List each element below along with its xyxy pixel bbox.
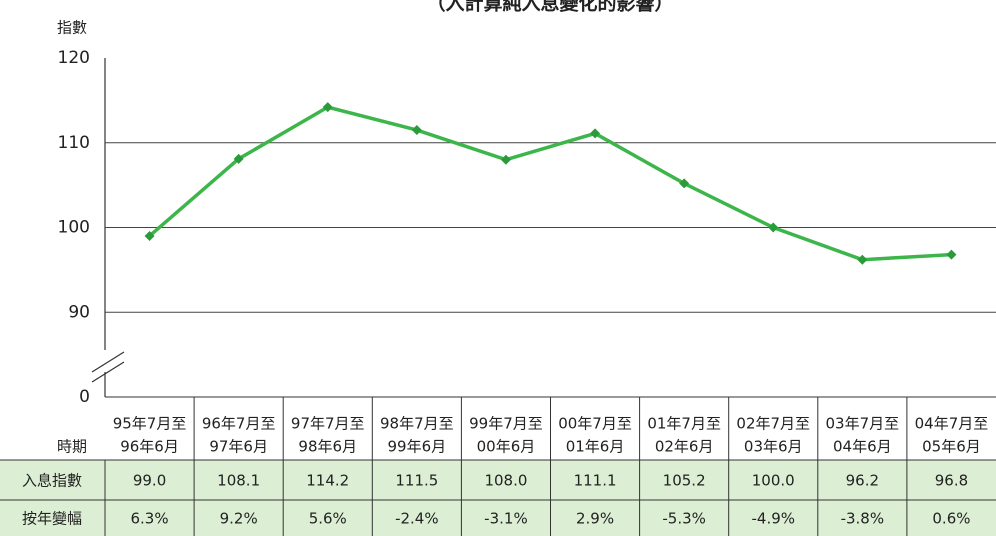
marker — [411, 125, 422, 136]
change-label: 0.6% — [932, 510, 970, 528]
row-header: 時期 — [57, 438, 87, 456]
change-label: 6.3% — [130, 510, 168, 528]
category-label: 04年6月 — [833, 438, 892, 456]
marker — [233, 153, 244, 164]
change-label: -3.1% — [484, 510, 528, 528]
category-label: 01年6月 — [566, 438, 625, 456]
marker — [679, 178, 690, 189]
marker — [322, 102, 333, 113]
change-label: -4.9% — [751, 510, 795, 528]
chart-title: （入計算純入息變化的影響） — [426, 0, 673, 15]
category-label: 96年6月 — [120, 438, 179, 456]
marker — [768, 222, 779, 233]
table-fill — [0, 460, 996, 536]
value-label: 108.1 — [217, 472, 260, 490]
y-tick-label: 120 — [58, 48, 90, 68]
y-tick-label: 0 — [79, 387, 90, 407]
y-axis-label: 指數 — [57, 19, 87, 37]
axis-break — [91, 361, 125, 383]
change-label: 5.6% — [309, 510, 347, 528]
category-label: 97年6月 — [209, 438, 268, 456]
category-label: 99年6月 — [388, 438, 447, 456]
marker — [946, 249, 957, 260]
category-label: 04年7月至 — [915, 415, 989, 433]
value-label: 96.2 — [846, 472, 879, 490]
category-label: 00年6月 — [477, 438, 536, 456]
value-label: 114.2 — [306, 472, 349, 490]
marker — [857, 254, 868, 265]
marker — [500, 154, 511, 165]
marker — [590, 128, 601, 139]
value-label: 99.0 — [133, 472, 166, 490]
row-header: 入息指數 — [22, 472, 82, 490]
category-label: 00年7月至 — [558, 415, 632, 433]
value-label: 105.2 — [663, 472, 706, 490]
y-tick-label: 100 — [58, 218, 90, 238]
change-label: -5.3% — [662, 510, 706, 528]
value-label: 111.1 — [574, 472, 617, 490]
change-label: -2.4% — [395, 510, 439, 528]
category-label: 98年6月 — [298, 438, 357, 456]
value-label: 100.0 — [752, 472, 795, 490]
line — [148, 105, 952, 262]
axis-break — [91, 351, 125, 373]
category-label: 05年6月 — [922, 438, 981, 456]
row-header: 按年變幅 — [22, 510, 82, 528]
value-label: 111.5 — [395, 472, 438, 490]
change-label: 2.9% — [576, 510, 614, 528]
category-label: 95年7月至 — [113, 415, 187, 433]
category-label: 02年7月至 — [736, 415, 810, 433]
y-tick-label: 90 — [68, 302, 90, 322]
category-label: 96年7月至 — [202, 415, 276, 433]
y-tick-label: 110 — [58, 133, 90, 153]
category-label: 02年6月 — [655, 438, 714, 456]
change-label: 9.2% — [220, 510, 258, 528]
category-label: 01年7月至 — [647, 415, 721, 433]
category-label: 03年6月 — [744, 438, 803, 456]
value-label: 96.8 — [935, 472, 968, 490]
category-label: 03年7月至 — [826, 415, 900, 433]
category-label: 99年7月至 — [469, 415, 543, 433]
category-label: 97年7月至 — [291, 415, 365, 433]
change-label: -3.8% — [841, 510, 885, 528]
marker — [144, 230, 155, 241]
value-label: 108.0 — [484, 472, 527, 490]
category-label: 98年7月至 — [380, 415, 454, 433]
